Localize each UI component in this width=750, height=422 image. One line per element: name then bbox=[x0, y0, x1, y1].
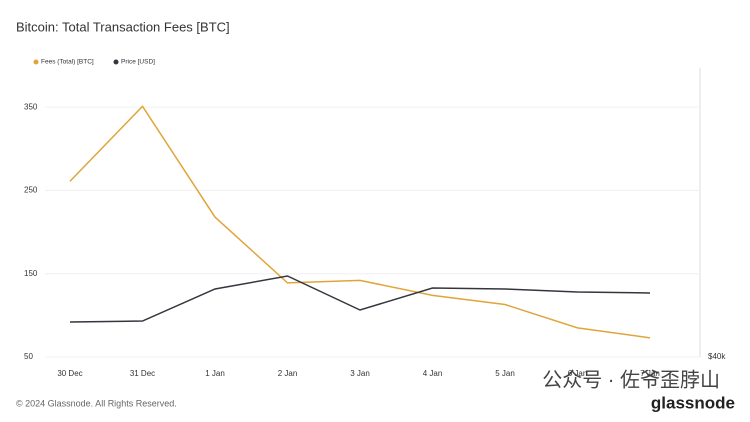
x-tick-label: 3 Jan bbox=[350, 369, 370, 378]
x-tick-label: 5 Jan bbox=[495, 369, 515, 378]
x-tick-label: 4 Jan bbox=[423, 369, 443, 378]
y-tick-label: 350 bbox=[24, 102, 38, 111]
x-tick-label: 30 Dec bbox=[57, 369, 82, 378]
series-line bbox=[69, 105, 651, 339]
x-tick-label: 31 Dec bbox=[130, 369, 155, 378]
y-tick-label: 50 bbox=[24, 352, 33, 361]
y2-tick-label: $40k bbox=[708, 352, 726, 361]
brand: glassnode bbox=[651, 393, 735, 412]
legend-label: Fees (Total) [BTC] bbox=[41, 59, 94, 66]
y-tick-label: 150 bbox=[24, 269, 38, 278]
y-tick-label: 250 bbox=[24, 186, 38, 195]
series-line bbox=[69, 275, 651, 323]
x-tick-label: 7 Jan bbox=[640, 369, 660, 378]
x-tick-label: 1 Jan bbox=[205, 369, 225, 378]
watermark: 公众号 · 佐爷歪脖山 bbox=[542, 368, 720, 391]
x-tick-label: 6 Jan bbox=[568, 369, 588, 378]
chart-title: Bitcoin: Total Transaction Fees [BTC] bbox=[16, 19, 230, 34]
legend-label: Price [USD] bbox=[121, 59, 155, 66]
x-tick-label: 2 Jan bbox=[278, 369, 298, 378]
legend-marker bbox=[113, 59, 119, 65]
footer: © 2024 Glassnode. All Rights Reserved. bbox=[16, 398, 177, 408]
legend-marker bbox=[33, 59, 39, 65]
